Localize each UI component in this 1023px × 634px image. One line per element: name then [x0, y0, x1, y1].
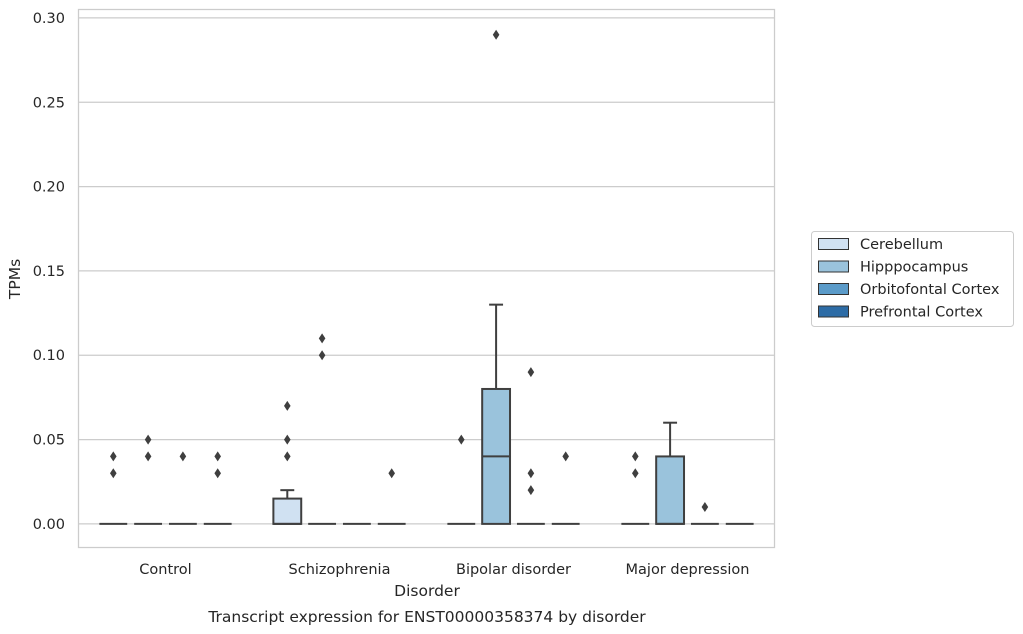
- legend-frame: [811, 231, 1014, 327]
- outlier-marker: [110, 451, 117, 462]
- y-axis-title: TPMs: [6, 259, 24, 300]
- box: [272, 497, 303, 525]
- outlier-marker: [562, 451, 569, 462]
- legend-swatch: [818, 305, 849, 318]
- outlier-marker: [110, 468, 117, 479]
- legend-swatch: [818, 260, 849, 273]
- outlier-marker: [632, 468, 639, 479]
- outlier-marker: [318, 350, 326, 361]
- x-tick-label: Major depression: [626, 562, 750, 578]
- outlier-marker: [179, 451, 187, 462]
- legend-label: Orbitofontal Cortex: [860, 282, 1000, 298]
- y-tick-label: 0.20: [33, 180, 65, 196]
- legend-label: Hipppocampus: [860, 260, 968, 276]
- y-tick-label: 0.30: [33, 11, 65, 27]
- outlier-marker: [701, 502, 709, 513]
- gridlines: [78, 17, 775, 525]
- x-axis-ticks: Control Schizophrenia Bipolar disorder Majo…: [139, 562, 749, 578]
- y-axis-ticks: 0.00 0.05 0.10 0.15 0.20 0.25 0.30: [33, 11, 65, 533]
- x-axis-title: Disorder: [394, 582, 460, 600]
- outlier-marker: [527, 468, 535, 479]
- outlier-marker: [144, 434, 152, 445]
- y-tick-label: 0.00: [33, 517, 65, 533]
- outlier-marker: [284, 400, 291, 411]
- x-tick-label: Schizophrenia: [289, 562, 391, 578]
- plot-frame: [77, 8, 776, 549]
- legend-label: Prefrontal Cortex: [860, 305, 983, 321]
- outlier-marker: [214, 451, 221, 462]
- outlier-marker: [632, 451, 639, 462]
- outlier-marker: [214, 468, 221, 479]
- box: [655, 455, 686, 525]
- legend-items: Cerebellum Hipppocampus Orbitofontal Corte…: [818, 237, 1000, 321]
- y-tick-label: 0.10: [33, 348, 65, 364]
- x-tick-label: Bipolar disorder: [456, 562, 571, 578]
- legend-swatch: [818, 238, 849, 250]
- outlier-marker: [388, 468, 395, 479]
- y-tick-label: 0.15: [33, 264, 65, 280]
- x-tick-label: Control: [139, 562, 191, 578]
- y-tick-label: 0.25: [33, 95, 65, 111]
- outlier-marker: [284, 451, 291, 462]
- y-tick-label: 0.05: [33, 433, 65, 449]
- outlier-marker: [284, 434, 291, 445]
- legend-label: Cerebellum: [860, 237, 943, 253]
- chart-caption: Transcript expression for ENST0000035837…: [207, 608, 646, 626]
- outlier-marker: [458, 434, 465, 445]
- outlier-layer: [110, 29, 709, 513]
- outlier-marker: [527, 367, 535, 378]
- outlier-marker: [318, 333, 326, 344]
- legend: Cerebellum Hipppocampus Orbitofontal Corte…: [811, 231, 1014, 327]
- outlier-marker: [527, 485, 535, 496]
- legend-swatch: [818, 283, 849, 295]
- outlier-marker: [144, 451, 152, 462]
- outlier-marker: [492, 29, 500, 40]
- box-layer: [99, 303, 754, 525]
